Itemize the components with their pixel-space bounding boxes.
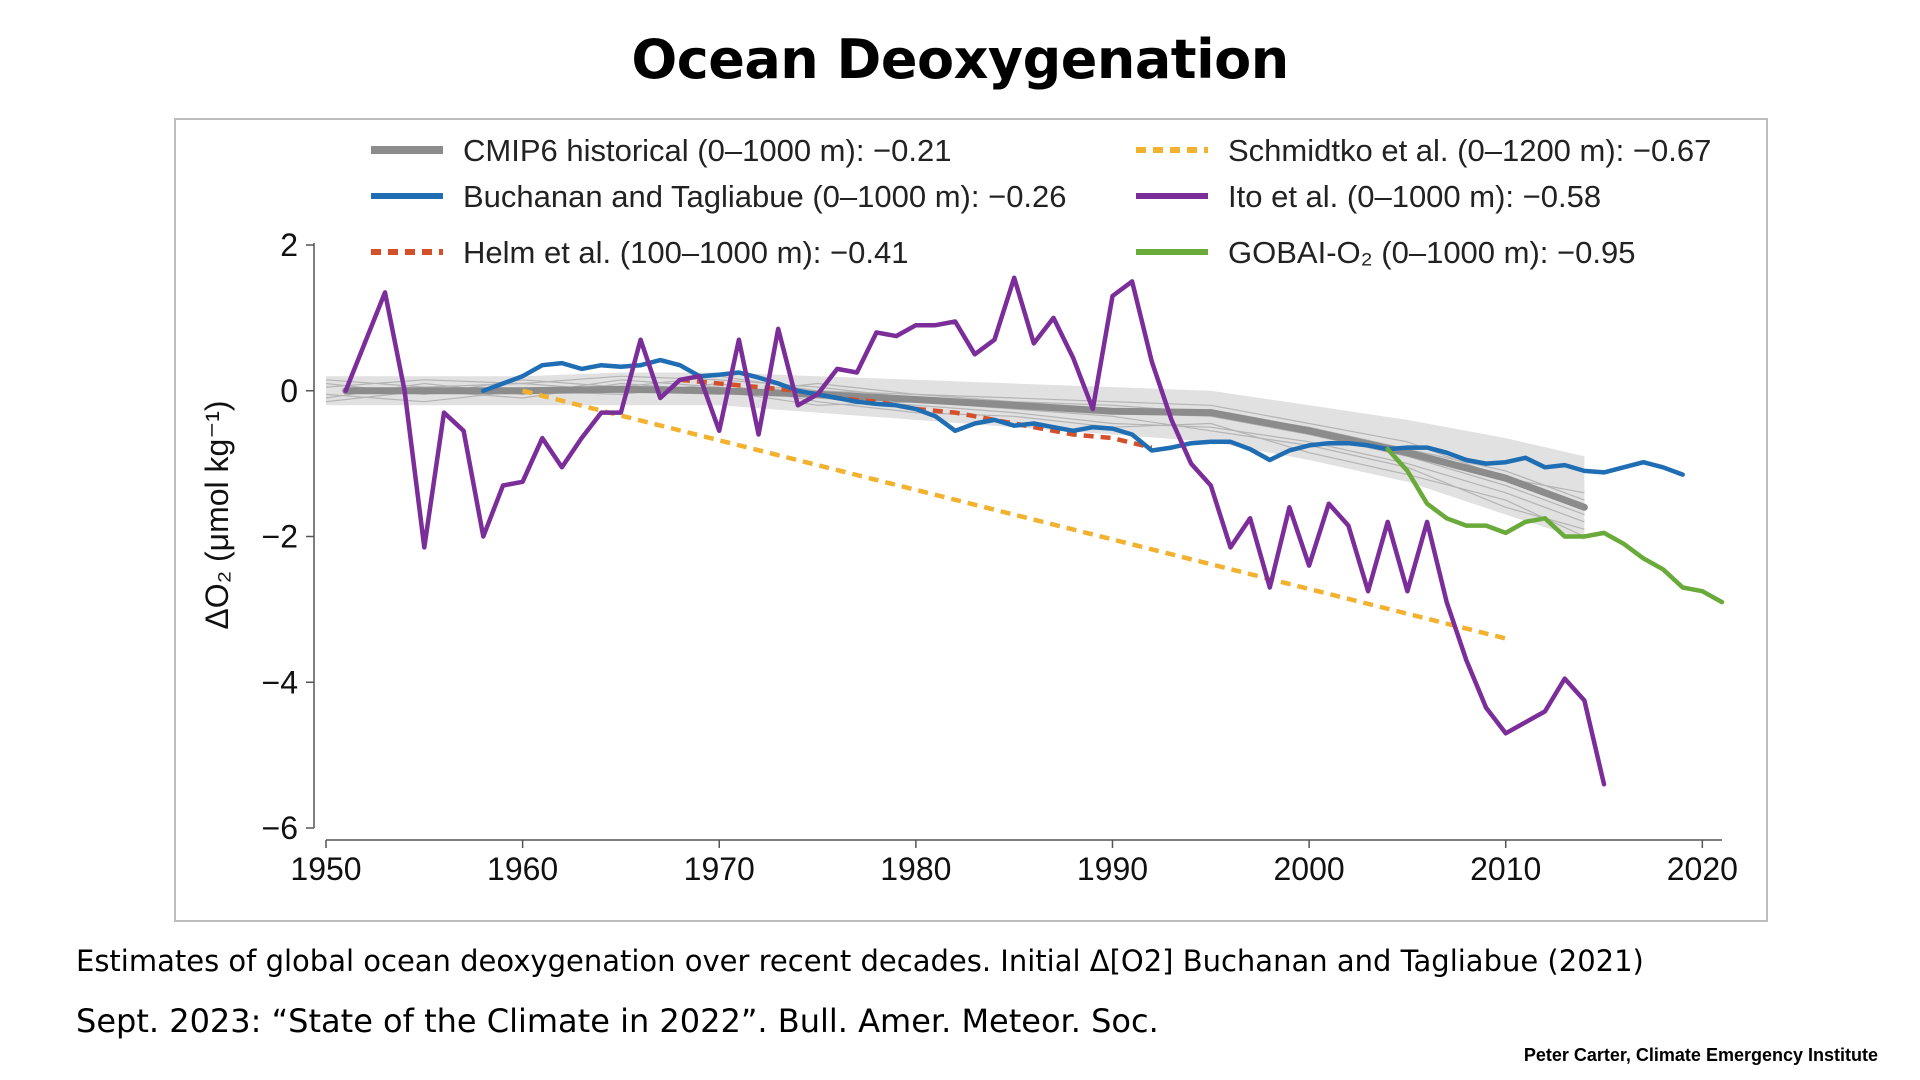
x-tick-label: 2010 (1470, 851, 1541, 887)
x-tick-label: 1990 (1077, 851, 1148, 887)
cmip6-model-line-4 (325, 379, 1585, 494)
x-tick-label: 2000 (1274, 851, 1345, 887)
y-tick-label: 0 (280, 373, 298, 409)
legend-label-3: Schmidtko et al. (0–1200 m): −0.67 (1228, 133, 1711, 168)
x-tick-label: 2020 (1667, 851, 1738, 887)
y-tick-label: −6 (262, 810, 298, 846)
legend: CMIP6 historical (0–1000 m): −0.21 Buchan… (371, 133, 1711, 270)
y-axis-label: ΔO₂ (μmol kg⁻¹) (199, 400, 235, 629)
author-credit: Peter Carter, Climate Emergency Institut… (1523, 1045, 1878, 1065)
y-tick-label: −4 (262, 664, 298, 700)
y-tick-label: 2 (280, 227, 298, 263)
cmip6-spread-band (326, 372, 1585, 541)
legend-label-1: Buchanan and Tagliabue (0–1000 m): −0.26 (463, 179, 1067, 214)
series-lines (342, 275, 1725, 787)
x-tick-label: 1960 (487, 851, 558, 887)
series-line-5 (1385, 446, 1725, 605)
axes: 2 0 −2 −4 −6 1950 1960 1970 1980 1990 2000 2010 2020 (262, 227, 1738, 887)
legend-label-2: Helm et al. (100–1000 m): −0.41 (463, 235, 908, 270)
legend-label-5: GOBAI-O₂ (0–1000 m): −0.95 (1228, 235, 1635, 270)
x-tick-label: 1980 (880, 851, 951, 887)
series-line-4 (343, 275, 1607, 787)
x-tick-label: 1970 (684, 851, 755, 887)
deoxygenation-chart: 2 0 −2 −4 −6 1950 1960 1970 1980 1990 2000 2010 2020… (199, 133, 1738, 887)
series-line-1 (481, 357, 1685, 477)
cmip6-model-line-0 (325, 375, 1585, 501)
source-citation: Sept. 2023: “State of the Climate in 202… (76, 1002, 1159, 1040)
x-tick-label: 1950 (290, 851, 361, 887)
legend-label-4: Ito et al. (0–1000 m): −0.58 (1228, 179, 1601, 214)
slide-title: Ocean Deoxygenation (631, 28, 1289, 91)
figure-caption: Estimates of global ocean deoxygenation … (76, 944, 1644, 978)
chart-figure: 2 0 −2 −4 −6 1950 1960 1970 1980 1990 2000 2010 2020… (174, 118, 1768, 922)
y-tick-label: −2 (262, 519, 298, 555)
cmip6-band-area (326, 372, 1585, 541)
legend-label-0: CMIP6 historical (0–1000 m): −0.21 (463, 133, 951, 168)
